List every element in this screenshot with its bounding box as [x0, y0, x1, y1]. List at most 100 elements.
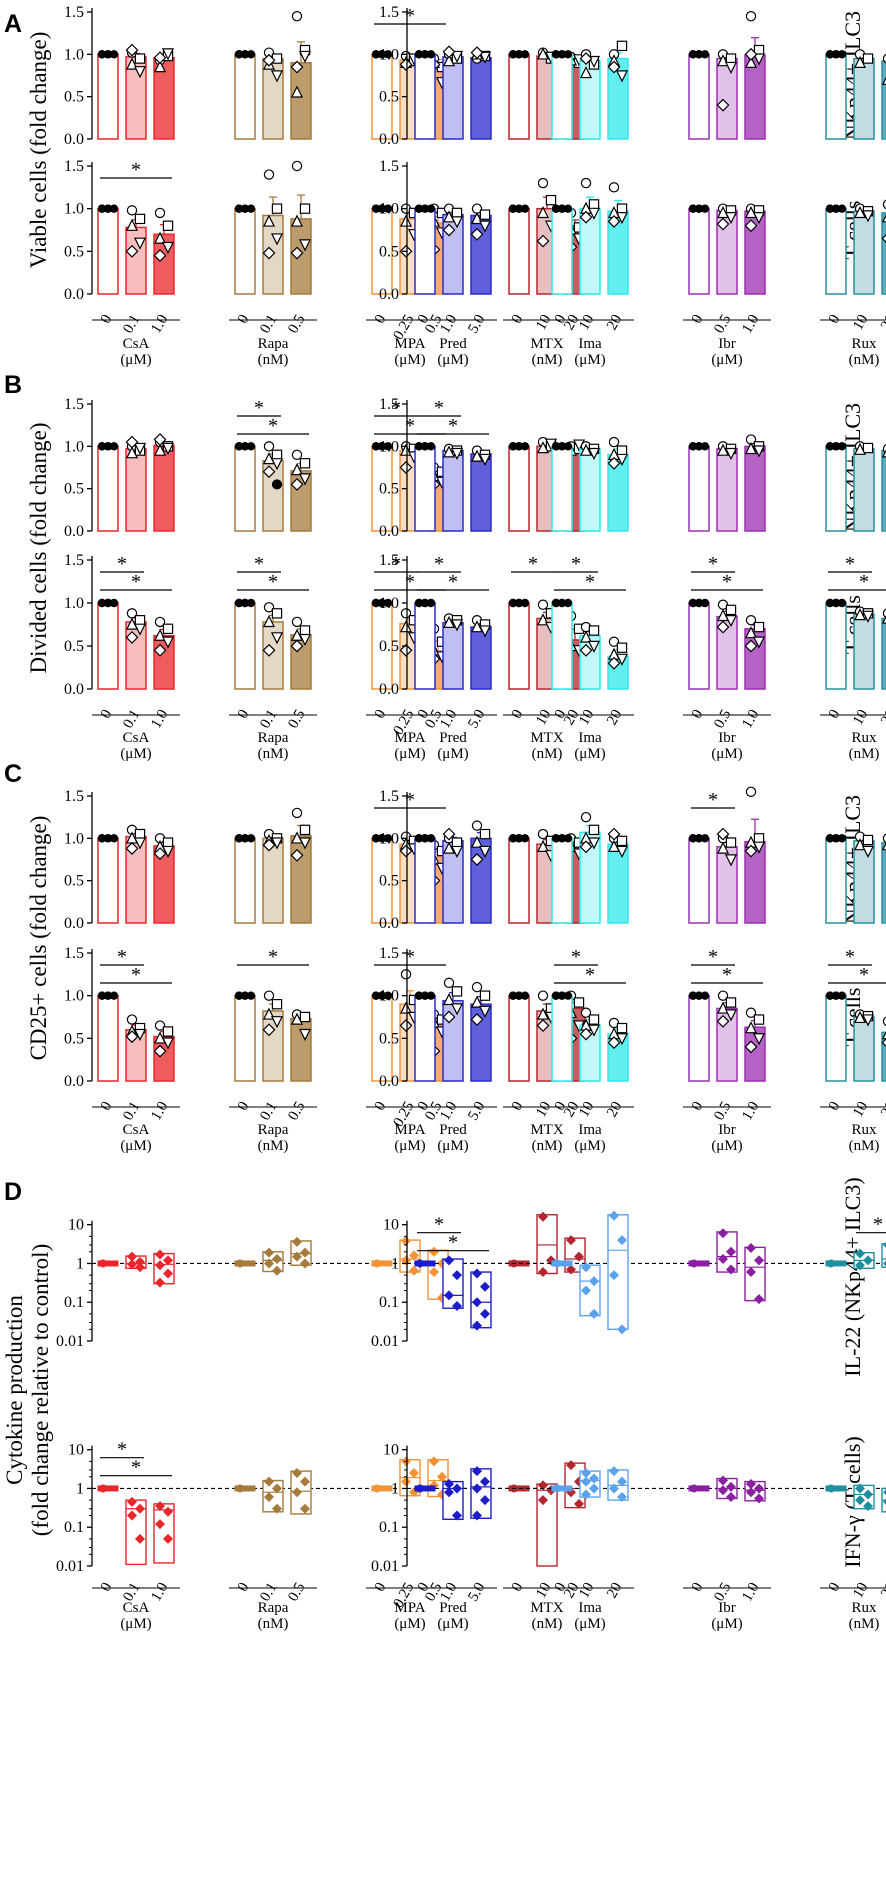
data-point [579, 52, 593, 66]
data-point [607, 656, 621, 670]
y-tick-label: 1.0 [379, 595, 399, 612]
data-point [609, 1210, 619, 1221]
data-point [442, 615, 456, 628]
data-point [514, 834, 524, 843]
significance-star: * [254, 397, 264, 419]
data-point [264, 1258, 274, 1269]
data-point [855, 1483, 865, 1494]
data-point [745, 1007, 757, 1018]
data-point [125, 446, 139, 459]
data-point [744, 441, 758, 455]
dose-label: 0 [235, 312, 253, 326]
group-label: MTX [530, 1600, 564, 1616]
data-point [470, 227, 484, 241]
bar-csa-0 [97, 602, 119, 690]
dose-label: 20 [878, 1099, 886, 1120]
data-point [753, 833, 765, 844]
data-point [745, 786, 757, 797]
y-tick-label: 0.01 [371, 1558, 399, 1575]
data-point [716, 1001, 730, 1014]
group-label: CsA [123, 1122, 150, 1138]
bar-mtx-0 [508, 53, 530, 140]
y-tick-label: 0.5 [379, 243, 399, 260]
data-point [246, 204, 256, 213]
group-label: Ibr [718, 730, 736, 746]
data-point [452, 1300, 462, 1311]
y-axis-label: CD25+ cells (fold change) [26, 816, 51, 1061]
dose-label: 0 [372, 1099, 390, 1113]
data-point [399, 1019, 413, 1032]
significance-star: * [405, 571, 415, 593]
dose-label: 20 [561, 1099, 582, 1120]
data-point [371, 204, 381, 213]
group-unit: (μM) [574, 1616, 605, 1632]
dose-label: 0 [235, 1580, 253, 1594]
data-point [861, 1014, 875, 1027]
data-point [545, 194, 557, 206]
data-point [470, 620, 484, 633]
data-point [262, 214, 276, 227]
dose-label: 0.5 [285, 312, 308, 336]
y-tick-label: 10 [68, 1442, 84, 1459]
data-point [371, 834, 381, 843]
dose-label: 0 [372, 1580, 390, 1594]
significance-star: * [708, 946, 718, 968]
data-point [690, 1259, 698, 1268]
data-point [399, 214, 413, 227]
data-point [825, 50, 835, 59]
data-point [754, 1483, 764, 1494]
significance-star: * [131, 964, 141, 986]
significance-star: * [708, 553, 718, 575]
data-point [135, 1533, 145, 1544]
data-point [724, 447, 738, 461]
data-point [537, 177, 549, 189]
data-point [443, 977, 455, 989]
data-point [470, 835, 484, 848]
group-label: CsA [123, 730, 150, 746]
bar-rux-2 [881, 841, 886, 924]
data-point [429, 1456, 439, 1467]
data-point [514, 50, 524, 59]
data-point [103, 442, 113, 451]
data-point [442, 1010, 456, 1024]
bar-rux-1 [853, 57, 875, 140]
dose-label: 20 [561, 312, 582, 333]
data-point [716, 217, 730, 231]
y-tick-label: 0.5 [64, 1030, 84, 1047]
bar-ibr-1 [716, 448, 738, 532]
data-point [700, 834, 710, 843]
data-point [615, 70, 629, 83]
data-point [414, 442, 424, 451]
data-point [125, 842, 139, 855]
dose-label: 1.0 [739, 1099, 762, 1123]
data-point [272, 1483, 282, 1494]
significance-star: * [405, 5, 415, 27]
data-point [480, 1308, 490, 1319]
data-point [270, 458, 284, 471]
data-point [97, 991, 107, 1000]
data-point [236, 1484, 244, 1493]
data-point [109, 442, 119, 451]
bar-rux-1 [853, 448, 875, 532]
data-point [725, 53, 737, 64]
data-point [429, 1246, 439, 1257]
data-point [264, 1492, 274, 1503]
data-point [881, 842, 886, 851]
data-point [615, 453, 629, 466]
dose-label: 0 [372, 707, 390, 721]
data-point [452, 1270, 462, 1281]
dose-label: 0 [372, 312, 390, 326]
data-point [409, 1468, 419, 1479]
significance-star: * [528, 553, 538, 575]
data-point [726, 1492, 736, 1503]
data-point [298, 239, 312, 252]
data-point [414, 598, 424, 608]
data-point [234, 598, 244, 608]
bar-rux-2 [881, 60, 886, 140]
data-point [271, 998, 283, 1010]
data-point [420, 598, 430, 608]
y-tick-label: 1.0 [64, 438, 84, 455]
y-tick-label: 1.5 [379, 396, 399, 413]
y-tick-label: 1.0 [64, 595, 84, 612]
y-tick-label: 1.5 [64, 4, 84, 21]
